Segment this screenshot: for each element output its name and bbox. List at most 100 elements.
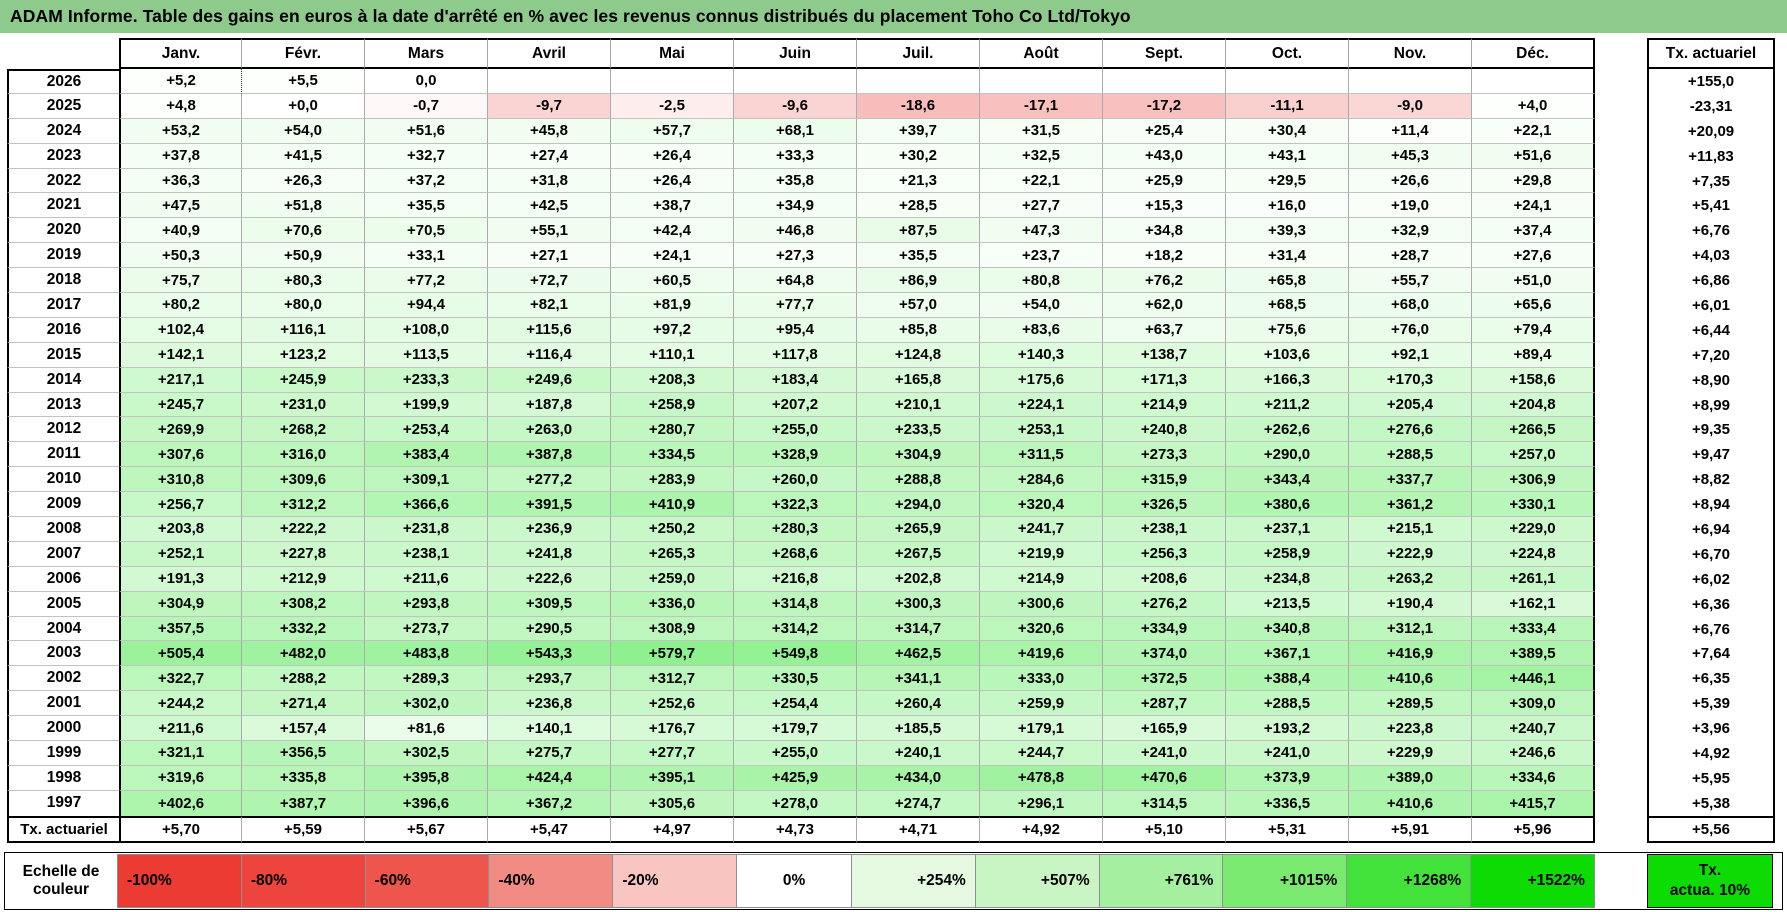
gain-cell[interactable]: +140,3 — [980, 342, 1103, 368]
gain-cell[interactable]: +39,7 — [857, 118, 980, 144]
gain-cell[interactable]: +85,8 — [857, 317, 980, 343]
gain-cell[interactable]: +340,8 — [1226, 616, 1349, 642]
gain-cell[interactable]: +284,6 — [980, 467, 1103, 493]
gain-cell[interactable]: +326,5 — [1103, 492, 1226, 518]
gain-cell[interactable]: +62,0 — [1103, 293, 1226, 318]
gain-cell[interactable]: +246,6 — [1472, 741, 1595, 766]
gain-cell[interactable]: +265,3 — [611, 541, 734, 567]
row-year-label[interactable]: 2026 — [7, 69, 119, 94]
gain-cell[interactable]: +45,8 — [488, 118, 611, 144]
gain-cell[interactable]: +332,2 — [242, 616, 365, 642]
gain-cell[interactable]: +94,4 — [365, 293, 488, 318]
gain-cell[interactable]: +276,2 — [1103, 591, 1226, 617]
gain-cell[interactable]: +260,0 — [734, 467, 857, 493]
gain-cell[interactable]: +367,2 — [488, 790, 611, 816]
gain-cell[interactable]: +158,6 — [1472, 367, 1595, 393]
gain-cell[interactable]: +57,0 — [857, 293, 980, 318]
tx-actuariel-cell[interactable]: +9,47 — [1647, 442, 1775, 468]
gain-cell[interactable]: +175,6 — [980, 367, 1103, 393]
tx-actuariel-cell[interactable]: +20,09 — [1647, 118, 1775, 144]
gain-cell[interactable]: +245,7 — [119, 392, 242, 418]
gain-cell[interactable]: +208,6 — [1103, 566, 1226, 592]
gain-cell[interactable]: +216,8 — [734, 566, 857, 592]
gain-cell[interactable]: +124,8 — [857, 342, 980, 368]
gain-cell[interactable]: +199,9 — [365, 392, 488, 418]
gain-cell[interactable]: +253,1 — [980, 417, 1103, 443]
gain-cell[interactable]: +39,3 — [1226, 218, 1349, 244]
gain-cell[interactable]: +22,1 — [1472, 118, 1595, 144]
gain-cell[interactable]: +336,5 — [1226, 790, 1349, 816]
gain-cell[interactable]: +165,8 — [857, 367, 980, 393]
gain-cell[interactable]: +387,7 — [242, 790, 365, 816]
gain-cell[interactable]: +343,4 — [1226, 467, 1349, 493]
row-year-label[interactable]: 2000 — [7, 716, 119, 742]
gain-cell[interactable]: +224,8 — [1472, 541, 1595, 567]
gain-cell[interactable]: +204,8 — [1472, 392, 1595, 418]
gain-cell[interactable]: +86,9 — [857, 268, 980, 294]
gain-cell[interactable]: +314,8 — [734, 591, 857, 617]
gain-cell[interactable]: +179,1 — [980, 716, 1103, 742]
gain-cell[interactable]: +280,3 — [734, 517, 857, 542]
gain-cell[interactable]: +302,0 — [365, 691, 488, 717]
footer-tx-cell[interactable]: +5,91 — [1349, 815, 1472, 843]
gain-cell[interactable]: +140,1 — [488, 716, 611, 742]
gain-cell[interactable]: +214,9 — [980, 566, 1103, 592]
gain-cell[interactable]: +76,0 — [1349, 317, 1472, 343]
gain-cell[interactable]: +116,1 — [242, 317, 365, 343]
gain-cell[interactable]: +240,7 — [1472, 716, 1595, 742]
gain-cell[interactable]: +165,9 — [1103, 716, 1226, 742]
gain-cell[interactable]: +290,0 — [1226, 442, 1349, 468]
gain-cell[interactable]: +334,6 — [1472, 765, 1595, 791]
gain-cell[interactable]: 0,0 — [365, 69, 488, 94]
gain-cell[interactable]: +265,9 — [857, 517, 980, 542]
gain-cell[interactable]: +54,0 — [242, 118, 365, 144]
tx-actuariel-cell[interactable]: +155,0 — [1647, 69, 1775, 94]
row-year-label[interactable]: 2023 — [7, 143, 119, 169]
tx-actuariel-cell[interactable]: +5,95 — [1647, 765, 1775, 791]
row-year-label[interactable]: 2024 — [7, 118, 119, 144]
gain-cell[interactable]: +424,4 — [488, 765, 611, 791]
gain-cell[interactable]: +478,8 — [980, 765, 1103, 791]
gain-cell[interactable]: +31,5 — [980, 118, 1103, 144]
gain-cell[interactable]: +229,0 — [1472, 517, 1595, 542]
gain-cell[interactable]: +320,6 — [980, 616, 1103, 642]
gain-cell[interactable]: +333,4 — [1472, 616, 1595, 642]
gain-cell[interactable]: +87,5 — [857, 218, 980, 244]
gain-cell[interactable]: +55,1 — [488, 218, 611, 244]
tx-actuariel-cell[interactable]: +8,94 — [1647, 492, 1775, 518]
gain-cell[interactable]: +277,2 — [488, 467, 611, 493]
row-year-label[interactable]: 2006 — [7, 566, 119, 592]
gain-cell[interactable]: +215,1 — [1349, 517, 1472, 542]
gain-cell[interactable]: +361,2 — [1349, 492, 1472, 518]
gain-cell[interactable]: +269,9 — [119, 417, 242, 443]
gain-cell[interactable]: +211,6 — [119, 716, 242, 742]
tx-actuariel-cell[interactable]: +7,64 — [1647, 641, 1775, 667]
gain-cell[interactable]: +103,6 — [1226, 342, 1349, 368]
gain-cell[interactable]: +68,5 — [1226, 293, 1349, 318]
gain-cell[interactable]: +234,8 — [1226, 566, 1349, 592]
column-header[interactable]: Déc. — [1472, 38, 1595, 69]
gain-cell[interactable]: -17,1 — [980, 93, 1103, 119]
gain-cell[interactable]: +202,8 — [857, 566, 980, 592]
footer-tx-cell[interactable]: +5,67 — [365, 815, 488, 843]
gain-cell[interactable]: +108,0 — [365, 317, 488, 343]
gain-cell[interactable]: +222,9 — [1349, 541, 1472, 567]
gain-cell[interactable]: +259,0 — [611, 566, 734, 592]
gain-cell[interactable]: +31,8 — [488, 168, 611, 194]
gain-cell[interactable]: +268,6 — [734, 541, 857, 567]
gain-cell[interactable]: +314,2 — [734, 616, 857, 642]
gain-cell[interactable]: +255,0 — [734, 741, 857, 766]
gain-cell[interactable] — [857, 69, 980, 94]
gain-cell[interactable]: +51,6 — [1472, 143, 1595, 169]
column-header[interactable]: Mai — [611, 38, 734, 69]
gain-cell[interactable]: +203,8 — [119, 517, 242, 542]
gain-cell[interactable]: +63,7 — [1103, 317, 1226, 343]
gain-cell[interactable]: +310,8 — [119, 467, 242, 493]
gain-cell[interactable]: +80,0 — [242, 293, 365, 318]
gain-cell[interactable]: +68,1 — [734, 118, 857, 144]
gain-cell[interactable]: +314,5 — [1103, 790, 1226, 816]
gain-cell[interactable]: +31,4 — [1226, 243, 1349, 269]
tx-actuariel-cell[interactable]: +3,96 — [1647, 716, 1775, 742]
gain-cell[interactable]: +70,5 — [365, 218, 488, 244]
column-header[interactable]: Avril — [488, 38, 611, 69]
